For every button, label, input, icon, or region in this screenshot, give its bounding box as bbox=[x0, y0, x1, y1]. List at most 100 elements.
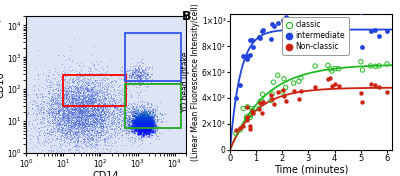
Point bbox=[146, 122, 152, 125]
Point bbox=[142, 79, 148, 82]
Point bbox=[149, 119, 155, 122]
Point bbox=[138, 127, 144, 130]
Point bbox=[61, 86, 68, 89]
Point bbox=[138, 122, 145, 124]
Point bbox=[329, 70, 335, 73]
Point bbox=[80, 106, 86, 109]
Point bbox=[104, 89, 110, 92]
Point bbox=[154, 129, 160, 132]
Point bbox=[142, 123, 148, 126]
Point bbox=[78, 144, 85, 146]
Point bbox=[109, 98, 116, 101]
Point bbox=[49, 109, 55, 112]
Point bbox=[84, 107, 91, 110]
Point bbox=[71, 104, 77, 106]
Point bbox=[95, 115, 102, 117]
Point bbox=[87, 143, 94, 146]
Point bbox=[126, 123, 133, 126]
Point bbox=[90, 114, 96, 116]
Point bbox=[142, 125, 149, 128]
Point bbox=[153, 123, 160, 126]
Point bbox=[146, 129, 153, 132]
Point bbox=[100, 95, 106, 98]
Point bbox=[52, 76, 58, 79]
Point bbox=[124, 75, 130, 78]
Point bbox=[63, 96, 70, 98]
Point bbox=[148, 126, 154, 129]
Point bbox=[62, 59, 68, 62]
Point bbox=[89, 86, 95, 89]
Point bbox=[137, 124, 144, 127]
Point bbox=[145, 124, 152, 127]
Point bbox=[80, 87, 86, 89]
Point bbox=[31, 99, 38, 102]
Point bbox=[123, 128, 130, 130]
Point bbox=[77, 91, 83, 93]
Point bbox=[144, 119, 151, 122]
Point bbox=[153, 125, 159, 128]
Point bbox=[143, 123, 150, 126]
Point bbox=[77, 106, 84, 109]
Point bbox=[148, 120, 154, 123]
Point bbox=[82, 87, 88, 90]
Point bbox=[41, 117, 47, 120]
Point bbox=[92, 114, 98, 116]
Point bbox=[141, 124, 148, 126]
Point bbox=[123, 124, 129, 127]
Point bbox=[91, 103, 97, 106]
Point bbox=[142, 115, 148, 118]
Point bbox=[139, 113, 146, 115]
Point bbox=[55, 114, 61, 117]
Point bbox=[97, 136, 104, 138]
Point bbox=[64, 113, 70, 116]
Point bbox=[148, 129, 154, 132]
Point bbox=[257, 102, 264, 105]
Point bbox=[111, 119, 117, 122]
Point bbox=[80, 153, 86, 156]
Point bbox=[63, 88, 70, 91]
Point bbox=[123, 123, 129, 125]
Point bbox=[132, 114, 139, 117]
Point bbox=[71, 109, 78, 112]
Point bbox=[92, 79, 98, 82]
Point bbox=[84, 112, 91, 115]
Point bbox=[144, 124, 150, 127]
Point bbox=[62, 144, 68, 147]
Point bbox=[115, 109, 121, 112]
Point bbox=[62, 105, 68, 108]
Point bbox=[130, 72, 136, 75]
Point bbox=[144, 121, 150, 124]
Point bbox=[138, 99, 145, 102]
Point bbox=[127, 125, 133, 128]
Point bbox=[142, 114, 148, 117]
Point bbox=[69, 151, 76, 153]
Point bbox=[144, 120, 150, 123]
Point bbox=[58, 123, 64, 125]
Point bbox=[141, 121, 148, 123]
Point bbox=[137, 82, 144, 85]
Point bbox=[72, 109, 78, 112]
Point bbox=[84, 87, 91, 90]
Point bbox=[130, 69, 136, 71]
Point bbox=[142, 130, 148, 133]
Point bbox=[72, 99, 78, 101]
Point bbox=[132, 103, 138, 106]
Point bbox=[93, 131, 99, 134]
Point bbox=[132, 78, 138, 81]
Point bbox=[132, 111, 138, 114]
Point bbox=[87, 86, 93, 89]
Point bbox=[137, 119, 144, 122]
Point bbox=[76, 147, 82, 150]
Point bbox=[85, 124, 92, 127]
Point bbox=[47, 91, 53, 93]
Point bbox=[147, 128, 153, 131]
Point bbox=[72, 113, 78, 116]
Point bbox=[138, 112, 144, 115]
Point bbox=[88, 104, 94, 107]
Point bbox=[60, 120, 66, 122]
Point bbox=[60, 97, 66, 100]
Point bbox=[138, 127, 144, 129]
Point bbox=[21, 92, 27, 95]
Point bbox=[115, 168, 122, 171]
Point bbox=[138, 121, 145, 124]
